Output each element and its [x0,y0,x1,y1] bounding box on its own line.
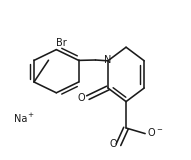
Text: O: O [78,93,86,103]
Text: −: − [156,127,162,133]
Text: Na: Na [14,114,28,124]
Text: O: O [147,128,155,138]
Text: +: + [27,112,33,118]
Text: O: O [109,139,117,149]
Text: Br: Br [56,38,66,48]
Text: N: N [104,56,112,65]
